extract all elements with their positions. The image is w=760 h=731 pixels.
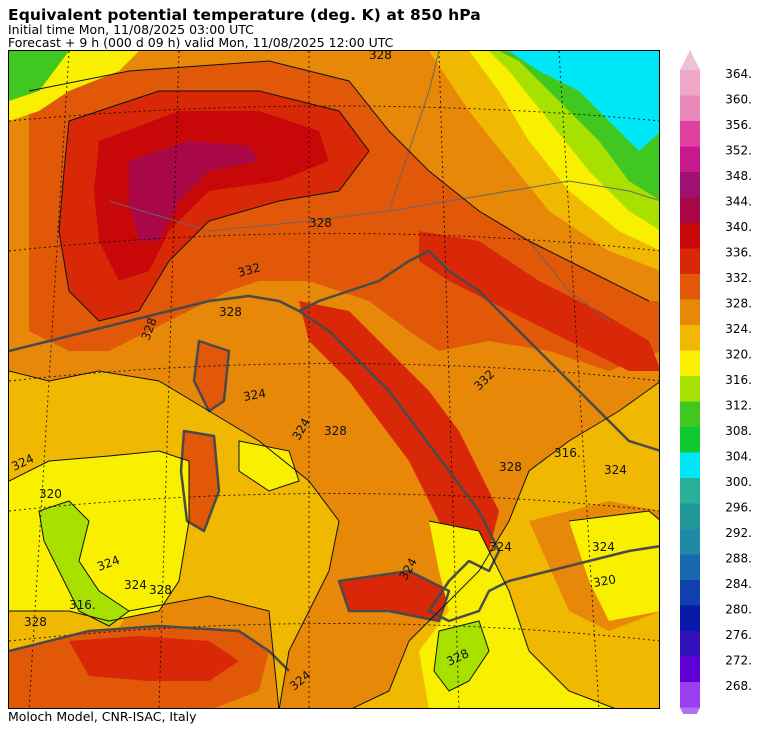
colorbar-swatch — [680, 299, 700, 326]
contour-label: 324 — [592, 540, 615, 554]
colorbar-bottom-arrow — [680, 707, 700, 728]
field-336-balkans — [419, 231, 659, 371]
colorbar-swatch — [680, 503, 700, 530]
borders — [108, 51, 659, 322]
model-credit: Moloch Model, CNR-ISAC, Italy — [8, 709, 197, 724]
field-320-tyrrhenian — [239, 441, 299, 491]
field-336-atlas — [69, 636, 239, 681]
colorbar-label: 268. — [725, 679, 752, 693]
colorbar-swatch — [680, 554, 700, 581]
contour-label: 320 — [592, 572, 617, 590]
colorbar-swatch — [680, 401, 700, 428]
field-316-ionian — [434, 621, 489, 691]
colorbar-label: 276. — [725, 628, 752, 642]
colorbar-label: 360. — [725, 93, 752, 107]
contour-label: 328 — [149, 583, 172, 597]
colorbar-label: 332. — [725, 271, 752, 285]
theta-e-map: 328 328 332 328 324 324 328 328 324 320 324 324 328 3… — [8, 50, 660, 709]
coastlines — [9, 249, 659, 672]
colorbar-label: 320. — [725, 348, 752, 362]
colorbar-swatch — [680, 580, 700, 606]
colorbar-swatch — [680, 121, 700, 147]
colorbar-label: 336. — [725, 246, 752, 260]
contour-label: 328 — [369, 51, 392, 62]
colorbar-swatch — [680, 452, 700, 479]
colorbar-label: 272. — [725, 654, 752, 668]
colorbar-label: 284. — [725, 577, 752, 591]
contour-label: 324 — [489, 540, 512, 554]
field-304-ne — [509, 51, 659, 151]
colorbar-label: 292. — [725, 526, 752, 540]
field-320-nw — [9, 51, 139, 121]
colorbar-label: 300. — [725, 475, 752, 489]
colorbar-label: 280. — [725, 603, 752, 617]
colorbar-label: 352. — [725, 144, 752, 158]
colorbar-legend: 364. 360. 356. 352. 348. 344. 340. 336. 332. 328.… — [676, 48, 760, 728]
graticule — [9, 51, 659, 708]
colorbar-swatch — [680, 656, 700, 683]
colorbar-swatch — [680, 529, 700, 555]
colorbar-label: 344. — [725, 195, 752, 209]
contour-label: 316. — [69, 598, 96, 612]
colorbar-swatch — [680, 350, 700, 377]
colorbar-swatch — [680, 376, 700, 402]
contour-label: 320 — [39, 487, 62, 501]
field-332-sardinia — [181, 431, 219, 531]
colorbar-label: 324. — [725, 322, 752, 336]
contour-label: 328 — [309, 216, 332, 230]
contour-label: 332 — [236, 260, 262, 279]
contour-label: 324 — [124, 578, 147, 592]
contour-label: 328 — [219, 305, 242, 319]
field-332-corsica — [194, 341, 229, 411]
colorbar-swatch — [680, 172, 700, 198]
field-312-nw — [9, 51, 69, 101]
colorbar-swatch — [680, 682, 700, 708]
colorbar-swatch — [680, 325, 700, 351]
contour-label: 328 — [499, 460, 522, 474]
colorbar-label: 288. — [725, 552, 752, 566]
colorbar-label: 316. — [725, 373, 752, 387]
colorbar-swatch — [680, 197, 700, 224]
field-336-apennines — [299, 301, 499, 571]
colorbar-swatch — [680, 248, 700, 275]
contour-label: 324 — [242, 386, 267, 404]
field-344 — [129, 141, 259, 241]
field-336-sicily — [339, 571, 449, 621]
colorbar-label: 296. — [725, 501, 752, 515]
colorbar-label: 312. — [725, 399, 752, 413]
forecast-valid-time: Forecast + 9 h (000 d 09 h) valid Mon, 1… — [8, 35, 394, 50]
contour-label: 328 — [24, 615, 47, 629]
colorbar-label: 340. — [725, 220, 752, 234]
contour-label: 316. — [554, 446, 581, 460]
colorbar-label: 356. — [725, 118, 752, 132]
colorbar-label: 304. — [725, 450, 752, 464]
colorbar-swatch — [680, 146, 700, 173]
field-316-west — [39, 501, 129, 626]
colorbar-label: 348. — [725, 169, 752, 183]
colorbar-swatch — [680, 95, 700, 122]
contour-label: 324 — [604, 463, 627, 477]
field-320-west — [9, 451, 189, 621]
colorbar-label: 328. — [725, 297, 752, 311]
contour-label: 328 — [324, 424, 347, 438]
chart-title: Equivalent potential temperature (deg. K… — [8, 6, 481, 24]
colorbar-swatch — [680, 70, 700, 96]
colorbar-swatch — [680, 605, 700, 632]
colorbar-swatch — [680, 223, 700, 249]
colorbar-swatch — [680, 427, 700, 453]
colorbar-label: 308. — [725, 424, 752, 438]
colorbar-swatch — [680, 274, 700, 300]
initial-time: Initial time Mon, 11/08/2025 03:00 UTC — [8, 22, 254, 37]
colorbar-label: 364. — [725, 67, 752, 81]
colorbar-top-arrow — [680, 50, 700, 70]
colorbar-swatch — [680, 631, 700, 657]
contour-lines — [9, 60, 659, 708]
colorbar-swatch — [680, 478, 700, 504]
field-320-east — [569, 511, 659, 621]
